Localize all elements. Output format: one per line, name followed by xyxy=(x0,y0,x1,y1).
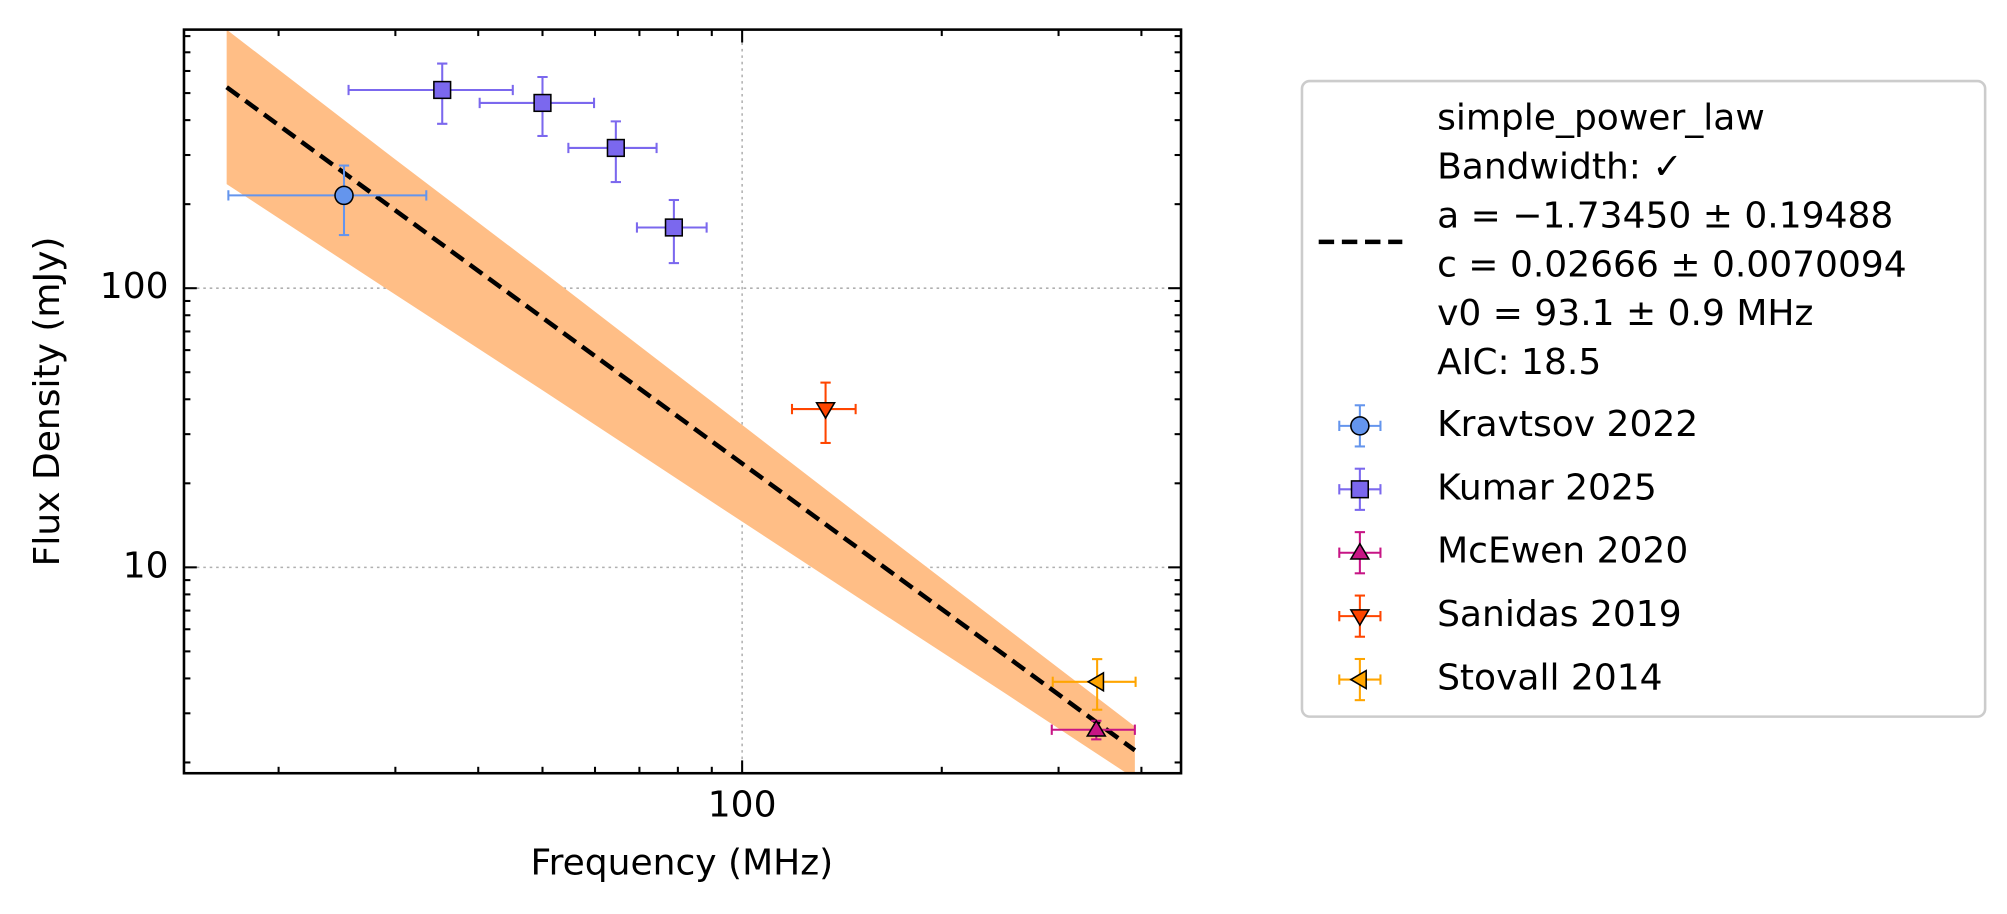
x-tick-label: 100 xyxy=(708,785,777,826)
legend-label: c = 0.02666 ± 0.0070094 xyxy=(1437,244,1907,285)
y-tick-label: 100 xyxy=(100,266,169,307)
plot-area xyxy=(225,29,1137,774)
marker xyxy=(1086,671,1105,693)
error-bar xyxy=(347,62,514,125)
legend-label: Sanidas 2019 xyxy=(1437,594,1682,635)
plot-frame xyxy=(182,28,1183,775)
legend-marker xyxy=(1350,480,1370,499)
legend-label: v0 = 93.1 ± 0.9 MHz xyxy=(1437,293,1813,334)
marker xyxy=(815,401,836,420)
legend-label: AIC: 18.5 xyxy=(1437,342,1601,383)
legend-marker xyxy=(1349,609,1371,627)
legend-label: Bandwidth: ✓ xyxy=(1437,147,1683,188)
legend-box xyxy=(1300,79,1987,718)
marker xyxy=(433,80,452,100)
legend-label: Stovall 2014 xyxy=(1437,658,1663,699)
fit-line xyxy=(225,85,1137,753)
y-tick-label: 10 xyxy=(123,545,169,586)
x-axis-label: Frequency (MHz) xyxy=(531,843,834,884)
legend-marker xyxy=(1349,542,1371,560)
legend-label: Kumar 2025 xyxy=(1437,467,1657,508)
legend-marker xyxy=(1350,416,1370,436)
marker xyxy=(664,218,684,237)
marker xyxy=(606,138,625,158)
marker xyxy=(1085,719,1107,737)
fit-band xyxy=(226,29,1135,774)
legend-label: a = −1.73450 ± 0.19488 xyxy=(1437,195,1893,236)
legend-label: Kravtsov 2022 xyxy=(1437,404,1698,445)
legend-label: McEwen 2020 xyxy=(1437,531,1688,572)
marker xyxy=(533,93,552,113)
legend-label: simple_power_law xyxy=(1437,98,1765,139)
y-axis-label: Flux Density (mJy) xyxy=(27,237,68,567)
marker xyxy=(334,185,354,206)
legend-marker xyxy=(1349,669,1367,690)
